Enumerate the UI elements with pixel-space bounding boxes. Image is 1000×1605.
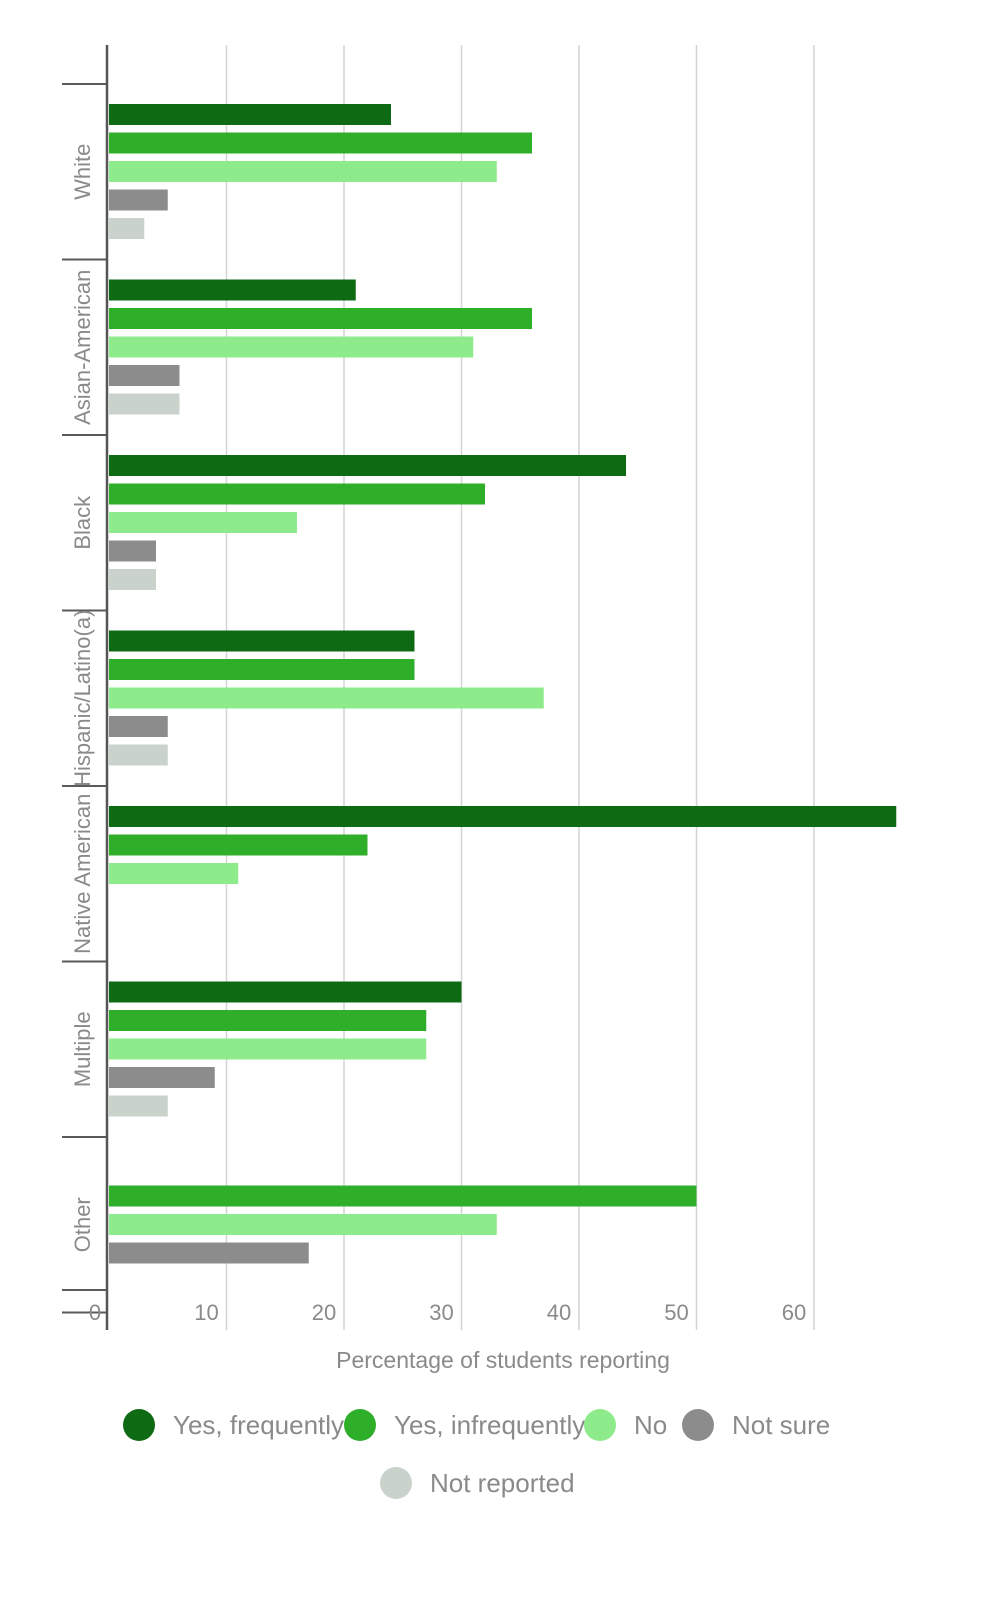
bars — [109, 104, 897, 1264]
x-tick-label: 0 — [89, 1300, 101, 1325]
legend: Yes, frequently Yes, infrequently No Not su… — [123, 1409, 830, 1499]
bar-asian-american-no — [109, 336, 474, 358]
bar-hispanic-latino-a-yes-infrequently — [109, 659, 415, 680]
x-tick-label: 50 — [664, 1300, 688, 1325]
bar-white-yes-infrequently — [109, 132, 532, 154]
bar-asian-american-yes-infrequently — [109, 308, 532, 329]
bar-white-not-reported — [109, 218, 145, 239]
bar-black-yes-infrequently — [109, 483, 485, 505]
bar-white-not-sure — [109, 189, 168, 211]
category-label-other: Other — [70, 1197, 95, 1252]
bar-multiple-no — [109, 1038, 427, 1060]
category-label-black: Black — [70, 495, 95, 550]
x-tick-label: 20 — [312, 1300, 336, 1325]
legend-swatch-no — [584, 1409, 616, 1441]
bar-asian-american-not-reported — [109, 393, 180, 415]
x-axis: 0 10 20 30 40 50 60 — [89, 1300, 806, 1325]
legend-swatch-not-sure — [682, 1409, 714, 1441]
legend-label-not-sure: Not sure — [732, 1410, 830, 1440]
category-label-hispanic-latino-a: Hispanic/Latino(a) — [70, 610, 95, 787]
category-label-multiple: Multiple — [70, 1011, 95, 1087]
bar-multiple-not-sure — [109, 1067, 215, 1088]
category-label-native-american: Native American — [70, 794, 95, 954]
bar-multiple-not-reported — [109, 1095, 168, 1117]
category-label-asian-american: Asian-American — [70, 270, 95, 425]
bar-hispanic-latino-a-not-reported — [109, 744, 168, 766]
bar-black-no — [109, 512, 297, 533]
legend-swatch-not-reported — [380, 1467, 412, 1499]
bar-black-not-sure — [109, 540, 156, 562]
x-tick-label: 30 — [429, 1300, 453, 1325]
legend-label-no: No — [634, 1410, 667, 1440]
bar-black-yes-frequently — [109, 455, 626, 476]
bar-asian-american-yes-frequently — [109, 279, 356, 301]
bar-other-yes-infrequently — [109, 1185, 697, 1207]
bar-white-yes-frequently — [109, 104, 391, 125]
bar-black-not-reported — [109, 569, 156, 590]
bar-native-american-no — [109, 863, 239, 884]
bar-native-american-yes-infrequently — [109, 834, 368, 856]
legend-label-yes-infrequently: Yes, infrequently — [394, 1410, 585, 1440]
bar-multiple-yes-infrequently — [109, 1010, 427, 1031]
category-separators — [62, 83, 107, 1314]
legend-label-yes-frequently: Yes, frequently — [173, 1410, 344, 1440]
bar-multiple-yes-frequently — [109, 981, 462, 1003]
category-label-white: White — [70, 144, 95, 200]
bar-hispanic-latino-a-not-sure — [109, 716, 168, 737]
y-axis: White Asian-American Black Hispanic/Latino(… — [70, 45, 109, 1330]
x-tick-label: 40 — [547, 1300, 571, 1325]
bar-asian-american-not-sure — [109, 365, 180, 386]
bar-other-no — [109, 1214, 497, 1235]
x-tick-label: 10 — [194, 1300, 218, 1325]
bar-hispanic-latino-a-yes-frequently — [109, 630, 415, 652]
x-axis-title: Percentage of students reporting — [336, 1347, 670, 1373]
bar-white-no — [109, 161, 497, 182]
bar-native-american-yes-frequently — [109, 806, 897, 827]
legend-label-not-reported: Not reported — [430, 1468, 575, 1498]
bar-other-not-sure — [109, 1242, 309, 1264]
legend-swatch-yes-frequently — [123, 1409, 155, 1441]
legend-swatch-yes-infrequently — [344, 1409, 376, 1441]
x-tick-label: 60 — [782, 1300, 806, 1325]
bar-hispanic-latino-a-no — [109, 687, 544, 709]
